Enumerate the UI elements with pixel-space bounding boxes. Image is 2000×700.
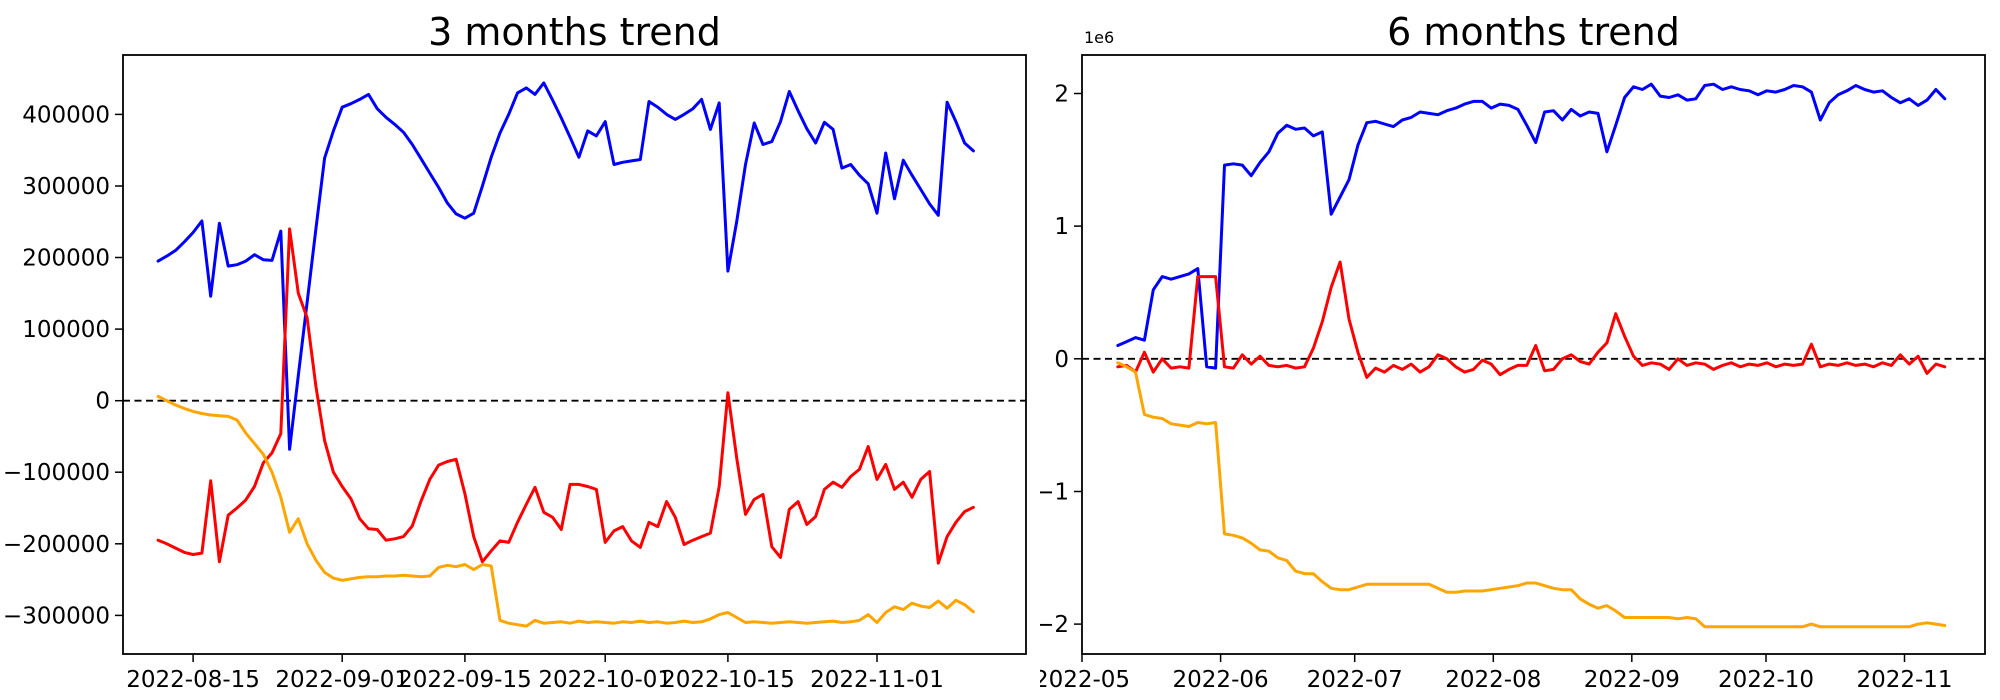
x-tick-label: 2022-10-15 <box>661 667 795 693</box>
x-tick-label: 2022-06 <box>1173 667 1269 693</box>
y-tick-label: 0 <box>95 389 110 415</box>
chart-3-months-trend: 3 months trend 2022-08-15 2022-09-01 2022-… <box>3 10 1027 693</box>
y-tick-label: 400000 <box>22 102 110 128</box>
series-line-orange <box>156 394 975 628</box>
x-tick-label: 2022-08-15 <box>126 667 260 693</box>
plot-area-6-months: 2022-05 2022-06 2022-07 2022-08 2022-09 2022-… <box>1040 54 1986 693</box>
x-tick-label: 2022-09 <box>1584 667 1680 693</box>
y-tick-label: −200000 <box>3 532 110 558</box>
chart-6-months-trend: 1e6 6 months trend 2022-05 2022-06 2022-07… <box>1040 0 2000 700</box>
plot-border <box>122 54 1027 655</box>
y-tick-label: −2 <box>1040 612 1069 638</box>
series-line-blue <box>1116 82 1947 370</box>
y-tick-label: −300000 <box>3 603 110 629</box>
chart-title: 6 months trend <box>1387 10 1680 54</box>
series-line-blue <box>156 81 975 451</box>
series-line-red <box>156 227 975 565</box>
x-tick-label: 2022-10-01 <box>538 667 672 693</box>
plot-border <box>1081 54 1986 655</box>
series-line-red <box>1116 260 1947 379</box>
series-line-orange <box>1116 361 1947 629</box>
y-tick-label: −1 <box>1040 480 1069 506</box>
y-tick-label: 0 <box>1054 347 1069 373</box>
x-tick-label: 2022-10 <box>1718 667 1814 693</box>
x-tick-label: 2022-05 <box>1040 667 1130 693</box>
y-axis-offset-label: 1e6 <box>1084 28 1115 47</box>
y-tick-label: 1 <box>1054 214 1069 240</box>
y-tick-label: 2 <box>1054 82 1069 108</box>
y-tick-label: 100000 <box>22 317 110 343</box>
chart-title: 3 months trend <box>428 10 721 54</box>
y-tick-label: −100000 <box>3 460 110 486</box>
x-tick-label: 2022-11 <box>1856 667 1952 693</box>
x-tick-label: 2022-08 <box>1445 667 1541 693</box>
x-tick-label: 2022-09-15 <box>398 667 532 693</box>
x-tick-label: 2022-11-01 <box>810 667 944 693</box>
y-tick-label: 200000 <box>22 246 110 272</box>
x-tick-label: 2022-07 <box>1307 667 1403 693</box>
x-tick-label: 2022-09-01 <box>275 667 409 693</box>
y-tick-label: 300000 <box>22 174 110 200</box>
